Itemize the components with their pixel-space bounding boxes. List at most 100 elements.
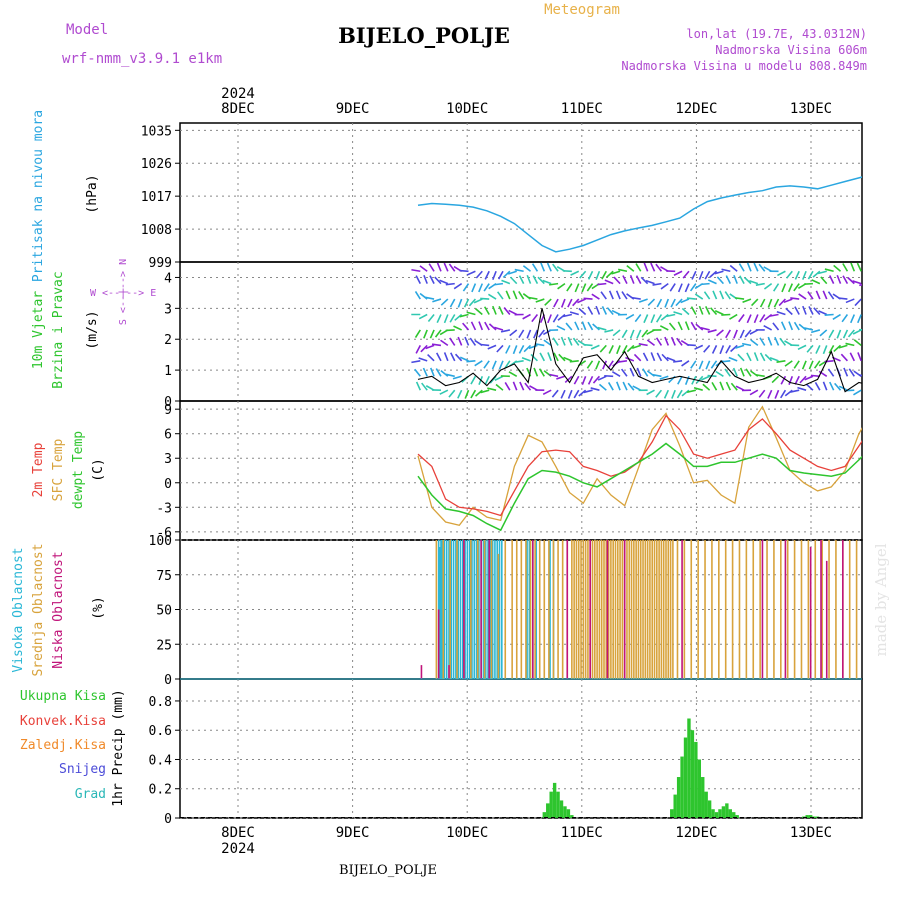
wind-arrow — [608, 290, 614, 300]
precip-bar — [690, 730, 695, 818]
wind-arrow — [419, 265, 428, 272]
wind-arrow — [498, 360, 504, 370]
wind-arrow — [567, 336, 573, 346]
wind-arrow — [595, 360, 601, 370]
wind-arrow — [884, 390, 889, 398]
precip-bar — [718, 809, 722, 818]
wind-arrow — [581, 321, 587, 331]
wind-arrow — [512, 290, 518, 300]
wind-arrow — [464, 336, 470, 346]
wind-arrow — [725, 345, 731, 354]
wind-compass-we: W <--|--> E — [90, 288, 156, 299]
wind-arrow — [867, 376, 875, 379]
wind-arrow — [767, 389, 773, 399]
temp-unit: (C) — [91, 458, 106, 481]
wind-arrow — [819, 329, 828, 337]
wind-arrow — [753, 314, 759, 324]
wind-arrow — [700, 326, 710, 331]
wind-arrow — [785, 307, 793, 316]
wind-arrow — [686, 389, 697, 394]
wind-arrow — [764, 353, 773, 362]
precip-bar — [556, 791, 560, 818]
wind-arrow — [869, 355, 875, 361]
wind-arrow — [453, 325, 462, 331]
wind-arrow — [824, 268, 834, 273]
wind-arrow — [813, 360, 821, 369]
wind-arrow — [647, 298, 656, 306]
wind-unit: (m/s) — [85, 310, 100, 349]
wind-arrow — [759, 352, 766, 362]
wind-arrow — [592, 375, 601, 384]
wind-arrow — [894, 298, 900, 299]
wind-arrow — [625, 313, 635, 320]
wind-arrow — [738, 263, 745, 272]
wind-arrow — [815, 290, 821, 300]
wind-arrow — [621, 345, 628, 354]
wind-arrow — [466, 311, 476, 316]
wind-arrow — [522, 265, 532, 272]
wind-arrow — [808, 306, 814, 315]
wind-arrow — [420, 344, 428, 353]
wind-arrow — [549, 282, 559, 286]
wind-arrow — [669, 283, 676, 292]
watermark: made by Angel — [872, 543, 890, 656]
wind-arrow — [872, 299, 875, 307]
wind-arrow — [663, 389, 670, 399]
wind-arrow — [730, 382, 738, 391]
wind-arrow — [721, 313, 731, 316]
wind-arrow — [714, 309, 724, 316]
wind-arrow — [500, 329, 511, 333]
wind-arrow — [690, 306, 697, 315]
wind-arrow — [703, 344, 711, 353]
y-tick-label: 0.4 — [149, 753, 173, 768]
wind-arrow — [815, 345, 821, 354]
wind-arrow — [709, 270, 718, 278]
cloud-unit: (%) — [91, 596, 106, 619]
wind-arrow — [693, 387, 703, 391]
wind-arrow — [808, 360, 814, 370]
wind-arrow — [880, 312, 888, 315]
wind-arrow — [730, 344, 738, 353]
wind-arrow — [615, 290, 621, 300]
wind-arrow — [802, 305, 807, 315]
wind-arrow — [885, 376, 889, 384]
wind-arrow — [829, 381, 835, 391]
wind-arrow — [876, 376, 882, 382]
wind-arrow — [531, 314, 539, 323]
wind-speed-line — [417, 308, 862, 393]
model-elevation-text: Nadmorska Visina u modelu 808.849m — [621, 59, 867, 73]
wind-arrow — [744, 329, 752, 338]
wind-arrow — [852, 329, 862, 335]
wind-arrow — [885, 284, 888, 292]
wind-arrow — [445, 282, 455, 286]
wind-arrow — [666, 313, 676, 318]
legend-convective-rain: Konvek.Kisa — [20, 714, 106, 729]
wind-arrow — [741, 342, 752, 347]
wind-arrow — [864, 299, 868, 307]
wind-arrow — [709, 307, 718, 316]
wind-arrow — [829, 275, 835, 284]
wind-arrow — [502, 270, 511, 279]
wind-arrow — [411, 268, 421, 273]
wind-arrow — [776, 310, 786, 316]
y-tick-label: 0 — [164, 673, 172, 688]
wind-arrow — [487, 387, 497, 391]
top-day-label: 11DEC — [561, 101, 603, 117]
wind-arrow — [494, 375, 504, 381]
wind-arrow — [544, 298, 552, 306]
wind-arrow — [773, 283, 780, 292]
panel-frame — [179, 122, 863, 263]
wind-arrow — [812, 270, 821, 278]
wind-arrow — [586, 360, 594, 369]
wind-arrow — [583, 343, 593, 347]
wind-arrow — [735, 297, 745, 300]
wind-arrow — [439, 279, 449, 285]
wind-arrow — [673, 311, 683, 316]
wind-arrow — [698, 305, 704, 315]
top-year-label: 2024 — [221, 86, 255, 102]
wind-arrow — [484, 270, 490, 280]
wind-arrow — [721, 360, 731, 363]
wind-arrow — [454, 353, 463, 362]
wind-arrow — [466, 360, 476, 363]
y-tick-label: 9 — [164, 403, 172, 418]
